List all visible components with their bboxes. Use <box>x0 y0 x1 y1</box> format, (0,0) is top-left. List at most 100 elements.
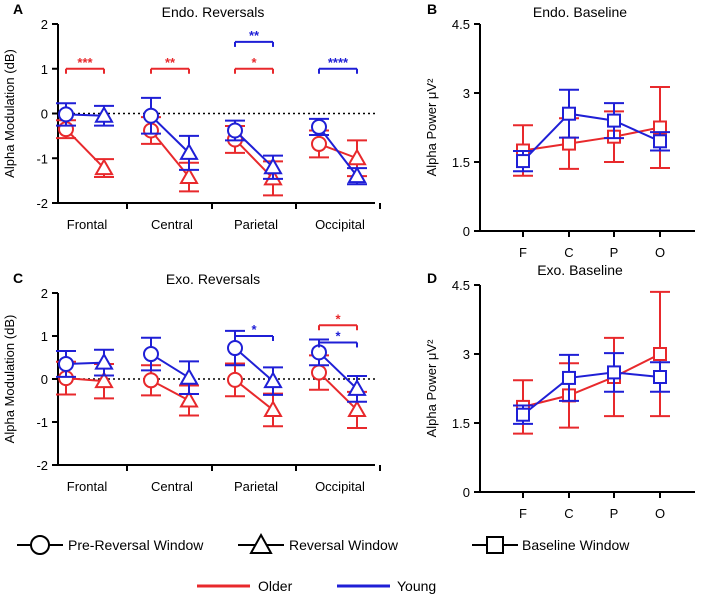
y-tick-label: 1.5 <box>452 155 470 170</box>
x-tick-label: O <box>655 506 665 521</box>
y-tick-label: 0 <box>41 372 48 387</box>
y-tick-label: 1 <box>41 329 48 344</box>
series-young <box>513 352 670 425</box>
significance-bracket: * <box>234 55 274 74</box>
y-axis-label: Alpha Power μV² <box>424 339 439 437</box>
data-point-rev <box>263 157 283 175</box>
data-point-pre <box>227 340 243 357</box>
y-tick-label: 3 <box>463 347 470 362</box>
series-line <box>522 112 661 162</box>
data-point-rev <box>347 378 367 396</box>
legend-label-pre-reversal: Pre-Reversal Window <box>68 537 204 553</box>
x-tick-label: Parietal <box>234 479 278 494</box>
series-segment <box>318 371 358 411</box>
significance-label: ** <box>249 28 260 43</box>
series-older <box>513 86 670 177</box>
legend: Pre-Reversal Window Reversal Window Base… <box>17 532 630 594</box>
data-point-pre <box>143 372 159 389</box>
x-tick-label: Parietal <box>234 217 278 232</box>
y-tick-label: -2 <box>36 196 48 211</box>
significance-bracket: * <box>318 328 358 348</box>
data-point-rev <box>347 399 367 417</box>
x-tick-label: P <box>610 506 619 521</box>
series-segment <box>234 347 274 382</box>
x-tick-label: Central <box>151 217 193 232</box>
x-tick-label: Frontal <box>67 217 108 232</box>
data-point-rev <box>263 371 283 389</box>
data-point-pre <box>58 106 74 123</box>
chart-title: Exo. Reversals <box>166 271 260 287</box>
y-tick-label: -2 <box>36 458 48 473</box>
legend-label-young: Young <box>397 578 436 594</box>
x-tick-label: P <box>610 245 619 260</box>
significance-label: * <box>335 311 341 326</box>
data-point-rev <box>179 142 199 160</box>
square-marker-icon <box>486 536 504 554</box>
legend-baseline: Baseline Window <box>472 536 630 554</box>
x-tick-label: C <box>564 506 573 521</box>
triangle-marker-icon <box>249 532 273 554</box>
y-tick-label: 3 <box>463 86 470 101</box>
series-segment <box>234 129 274 168</box>
legend-older: Older <box>197 578 293 594</box>
significance-bracket: ** <box>150 55 190 74</box>
x-tick-label: F <box>519 245 527 260</box>
panel-letter: C <box>13 270 23 286</box>
panel-c: C Exo. Reversals -2 -1 0 1 2 Frontal Central Pari… <box>2 270 381 494</box>
significance-label: * <box>335 328 341 343</box>
series-segment <box>318 351 358 390</box>
legend-young: Young <box>337 578 436 594</box>
data-point-rev <box>179 390 199 408</box>
chart-title: Endo. Baseline <box>533 4 627 20</box>
data-point-rev <box>179 367 199 385</box>
significance-bracket: **** <box>318 55 358 74</box>
series-young <box>56 96 367 186</box>
data-point-rev <box>94 371 114 389</box>
significance-bracket: *** <box>65 55 105 74</box>
x-tick-label: C <box>564 245 573 260</box>
series-line <box>522 371 661 416</box>
panel-letter: D <box>427 270 437 286</box>
significance-bracket: * <box>234 322 274 341</box>
data-point-rev <box>179 167 199 185</box>
significance-bracket: * <box>318 311 358 331</box>
data-point-pre <box>311 364 327 381</box>
data-point <box>653 347 667 361</box>
panel-b: B Endo. Baseline 0 1.5 3 4.5 F C P O Alpha Power μ… <box>424 1 695 260</box>
y-tick-label: 1.5 <box>452 416 470 431</box>
legend-pre-reversal: Pre-Reversal Window <box>17 535 204 555</box>
data-point-pre <box>311 135 327 152</box>
y-axis-label: Alpha Modulation (dB) <box>2 315 17 444</box>
series-older <box>513 290 670 435</box>
panel-letter: A <box>13 1 23 17</box>
data-point-rev <box>347 166 367 184</box>
x-tick-label: Occipital <box>315 217 365 232</box>
data-point <box>653 134 667 149</box>
series-line <box>522 353 661 408</box>
y-tick-label: -1 <box>36 415 48 430</box>
data-point-rev <box>94 352 114 370</box>
data-point-pre <box>143 107 159 124</box>
chart-title: Endo. Reversals <box>162 4 265 20</box>
significance-label: **** <box>328 55 349 70</box>
data-point-pre <box>143 346 159 363</box>
data-point-rev <box>94 105 114 123</box>
x-tick-label: F <box>519 506 527 521</box>
circle-marker-icon <box>30 535 50 555</box>
y-axis-label: Alpha Power μV² <box>424 78 439 176</box>
series-segment <box>234 379 274 411</box>
significance-label: ** <box>165 55 176 70</box>
y-tick-label: 2 <box>41 17 48 32</box>
data-point-pre <box>227 371 243 388</box>
data-point <box>653 370 667 384</box>
panel-d: D Exo. Baseline 0 1.5 3 4.5 F C P O Alpha Power μV… <box>424 262 695 521</box>
data-point-pre <box>311 118 327 135</box>
data-point <box>607 113 621 128</box>
significance-label: * <box>251 322 257 337</box>
data-point-pre <box>58 355 74 372</box>
y-tick-label: -1 <box>36 151 48 166</box>
x-tick-label: O <box>655 245 665 260</box>
y-tick-label: 2 <box>41 286 48 301</box>
data-point-pre <box>227 122 243 139</box>
